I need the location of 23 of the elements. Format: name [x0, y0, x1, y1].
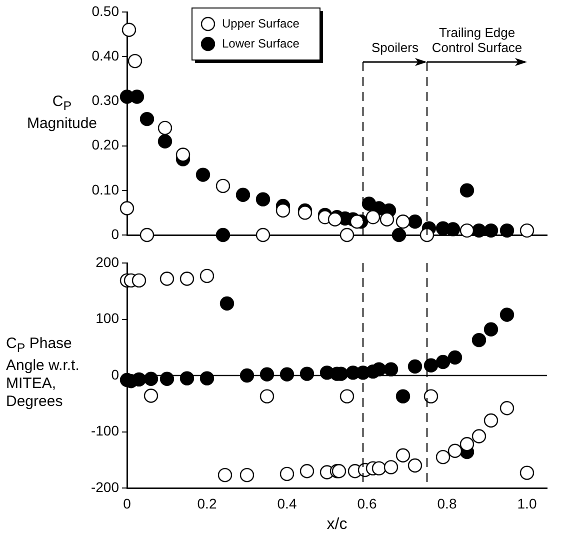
y-tick-label: 0.50	[92, 2, 120, 19]
x-tick-label: 1.0	[517, 495, 537, 512]
y-tick-label: 0.30	[92, 92, 120, 108]
y-tick-label: 200	[96, 254, 120, 270]
x-tick-label: 0	[123, 495, 132, 512]
x-tick-label: 0.8	[437, 495, 457, 512]
y-tick-label: 0.40	[92, 47, 120, 64]
y-tick-label: 0	[111, 226, 120, 242]
ref-line-label: Trailing Edge Control Surface	[432, 25, 522, 55]
y-tick-label: 0	[111, 366, 120, 382]
y-tick-label: 0.20	[92, 136, 120, 153]
y-tick-label: 100	[96, 310, 120, 326]
legend-label: Lower Surface	[222, 36, 300, 50]
x-tick-label: 0.4	[277, 495, 297, 512]
x-tick-label: 0.6	[357, 495, 377, 512]
legend-label: Upper Surface	[222, 16, 300, 30]
y-axis-title: C$_{P}$ Phase Angle w.r.t. MITEA, Degrees	[6, 335, 80, 411]
x-tick-label: 0.2	[197, 495, 217, 512]
y-tick-label: -100	[90, 422, 120, 439]
y-tick-label: -200	[90, 478, 120, 495]
y-tick-label: 0.10	[92, 181, 120, 198]
ref-line-label: Spoilers	[372, 40, 419, 55]
x-axis-title: x/c	[326, 516, 348, 533]
